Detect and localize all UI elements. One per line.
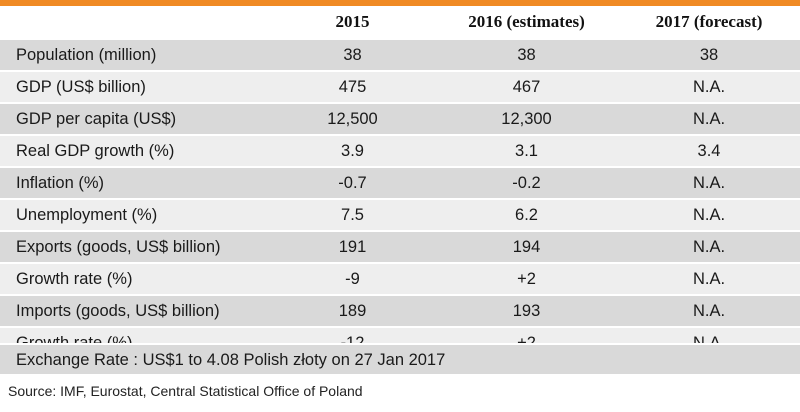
cell-2015: 191 [270, 230, 435, 263]
cell-2017: 38 [618, 38, 800, 71]
row-label: Exports (goods, US$ billion) [0, 230, 270, 263]
economic-indicators-table: 2015 2016 (estimates) 2017 (forecast) Po… [0, 6, 800, 358]
cell-2016: +2 [435, 262, 618, 295]
table-header-row: 2015 2016 (estimates) 2017 (forecast) [0, 6, 800, 39]
row-label: Imports (goods, US$ billion) [0, 294, 270, 327]
table-row: Real GDP growth (%) 3.9 3.1 3.4 [0, 134, 800, 167]
table-row: Population (million) 38 38 38 [0, 38, 800, 71]
cell-2017: N.A. [618, 102, 800, 135]
cell-2016: 193 [435, 294, 618, 327]
cell-2015: 38 [270, 38, 435, 71]
row-label: Growth rate (%) [0, 262, 270, 295]
exchange-rate-note: Exchange Rate : US$1 to 4.08 Polish złot… [0, 343, 800, 374]
header-2017: 2017 (forecast) [618, 6, 800, 39]
cell-2016: 194 [435, 230, 618, 263]
row-label: Real GDP growth (%) [0, 134, 270, 167]
accent-bar [0, 0, 800, 6]
source-note: Source: IMF, Eurostat, Central Statistic… [8, 383, 363, 399]
cell-2017: 3.4 [618, 134, 800, 167]
cell-2015: -9 [270, 262, 435, 295]
header-2015: 2015 [270, 6, 435, 39]
table-row: Imports (goods, US$ billion) 189 193 N.A. [0, 294, 800, 327]
cell-2017: N.A. [618, 198, 800, 231]
row-label: Inflation (%) [0, 166, 270, 199]
cell-2017: N.A. [618, 294, 800, 327]
row-label: GDP (US$ billion) [0, 70, 270, 103]
cell-2016: 467 [435, 70, 618, 103]
cell-2015: 475 [270, 70, 435, 103]
cell-2016: -0.2 [435, 166, 618, 199]
cell-2016: 38 [435, 38, 618, 71]
table-row: Growth rate (%) -9 +2 N.A. [0, 262, 800, 295]
cell-2016: 12,300 [435, 102, 618, 135]
cell-2017: N.A. [618, 70, 800, 103]
cell-2016: 6.2 [435, 198, 618, 231]
row-label: GDP per capita (US$) [0, 102, 270, 135]
cell-2017: N.A. [618, 230, 800, 263]
cell-2015: 189 [270, 294, 435, 327]
cell-2015: 12,500 [270, 102, 435, 135]
header-label-column [0, 6, 270, 39]
table-row: GDP (US$ billion) 475 467 N.A. [0, 70, 800, 103]
cell-2016: 3.1 [435, 134, 618, 167]
row-label: Unemployment (%) [0, 198, 270, 231]
cell-2015: -0.7 [270, 166, 435, 199]
cell-2017: N.A. [618, 166, 800, 199]
table-row: GDP per capita (US$) 12,500 12,300 N.A. [0, 102, 800, 135]
cell-2015: 3.9 [270, 134, 435, 167]
row-label: Population (million) [0, 38, 270, 71]
header-2016: 2016 (estimates) [435, 6, 618, 39]
table-row: Inflation (%) -0.7 -0.2 N.A. [0, 166, 800, 199]
table-row: Unemployment (%) 7.5 6.2 N.A. [0, 198, 800, 231]
cell-2017: N.A. [618, 262, 800, 295]
table-row: Exports (goods, US$ billion) 191 194 N.A. [0, 230, 800, 263]
cell-2015: 7.5 [270, 198, 435, 231]
